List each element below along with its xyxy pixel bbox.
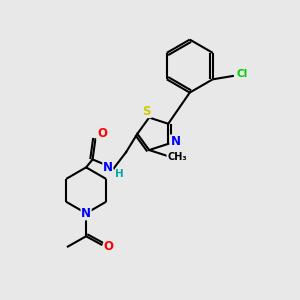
Text: CH₃: CH₃ [167, 152, 187, 162]
Text: Cl: Cl [236, 69, 248, 79]
Text: N: N [103, 160, 113, 174]
Text: H: H [115, 169, 124, 179]
Text: O: O [104, 240, 114, 253]
Text: N: N [171, 135, 181, 148]
Text: S: S [142, 105, 151, 118]
Text: N: N [81, 207, 91, 220]
Text: O: O [97, 127, 107, 140]
